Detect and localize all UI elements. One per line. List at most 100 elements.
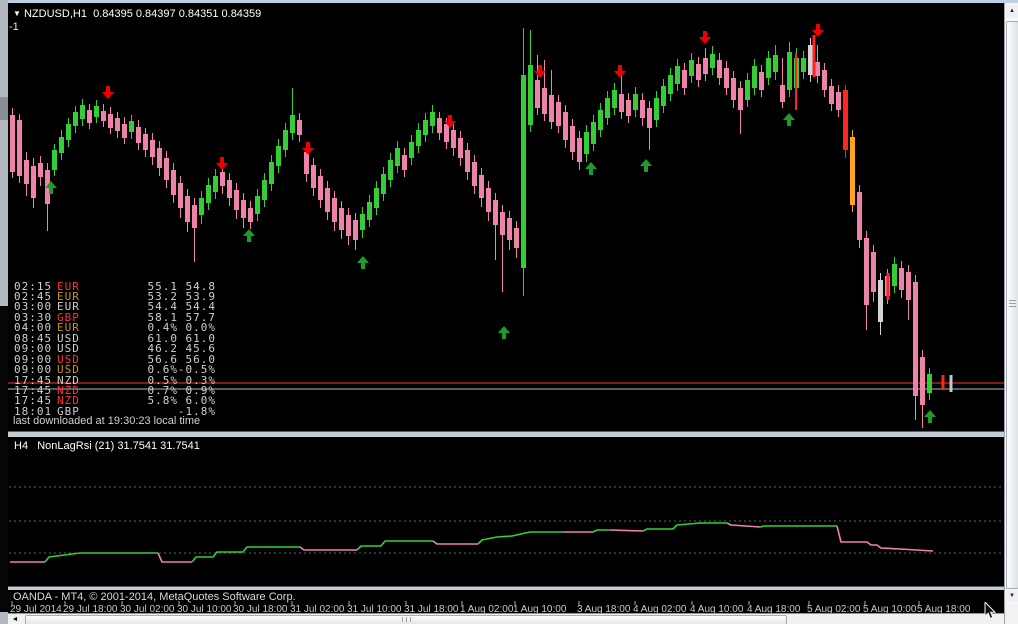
news-value: 45.6 bbox=[185, 342, 216, 356]
news-value: 0.7% bbox=[147, 384, 178, 397]
horizontal-scroll-thumb[interactable] bbox=[25, 615, 787, 624]
scroll-up-icon: ▲ bbox=[1009, 8, 1015, 14]
news-time: 17:45 bbox=[14, 384, 53, 397]
left-strip-corner bbox=[0, 612, 8, 624]
pane-divider[interactable] bbox=[8, 431, 1004, 432]
axis-date-label: 31 Jul 02:00 bbox=[290, 604, 345, 613]
scroll-down-icon: ▼ bbox=[1009, 593, 1015, 599]
axis-divider-band bbox=[8, 587, 1004, 590]
news-row: 02:15 EUR 55.1 54.8 bbox=[0, 279, 230, 293]
news-currency: EUR bbox=[57, 279, 80, 293]
scrollbar-corner bbox=[1005, 604, 1018, 624]
news-row: 09:00 USD 46.2 45.6 bbox=[0, 342, 230, 356]
mouse-cursor-icon bbox=[984, 602, 997, 620]
news-value: 61.0 bbox=[185, 331, 216, 345]
price-chart-area[interactable] bbox=[8, 3, 1004, 431]
news-row: 17:45 NZD 5.8% 6.0% bbox=[0, 394, 230, 408]
news-value: 6.0% bbox=[185, 394, 216, 408]
axis-date-label: 4 Aug 18:00 bbox=[747, 604, 801, 613]
news-time: 17:45 bbox=[14, 373, 53, 387]
news-value: 0.3% bbox=[185, 373, 216, 387]
grip-icon bbox=[1009, 303, 1016, 304]
dropdown-marker-icon[interactable]: ▼ bbox=[13, 9, 21, 18]
news-currency: NZD bbox=[57, 394, 80, 408]
news-time: 03:00 bbox=[14, 300, 53, 314]
news-currency: EUR bbox=[57, 300, 80, 314]
news-time: 18:01 bbox=[14, 404, 53, 418]
news-value: 46.2 bbox=[147, 342, 178, 356]
axis-date-label: 31 Jul 10:00 bbox=[347, 604, 402, 613]
news-time: 02:45 bbox=[14, 289, 53, 303]
news-currency: EUR bbox=[57, 289, 80, 303]
scroll-left-icon: ◄ bbox=[11, 616, 19, 623]
grip-icon bbox=[1009, 300, 1016, 301]
left-window-strip bbox=[0, 0, 8, 97]
news-value: 61.0 bbox=[147, 331, 178, 345]
news-time: 03:30 bbox=[14, 310, 53, 324]
news-currency: USD bbox=[57, 363, 80, 377]
news-row: 02:45 EUR 53.2 53.9 bbox=[0, 289, 230, 303]
news-value: 54.8 bbox=[185, 279, 216, 293]
scroll-left-button[interactable]: ◄ bbox=[8, 615, 22, 624]
news-value: -1.8% bbox=[177, 404, 216, 418]
left-strip-thumb bbox=[0, 97, 8, 120]
news-value: 5.8% bbox=[147, 394, 178, 408]
chart-title: ▼ NZDUSD,H1 0.84395 0.84397 0.84351 0.84… bbox=[13, 8, 261, 20]
left-window-strip bbox=[0, 120, 8, 306]
news-row: 17:45 NZD 0.7% 0.9% bbox=[0, 384, 230, 397]
news-time: 02:15 bbox=[14, 279, 53, 293]
grip-icon bbox=[410, 617, 411, 622]
news-currency: NZD bbox=[57, 384, 80, 397]
news-row: 18:01 GBP -1.8% bbox=[0, 404, 230, 418]
news-value: 0.0% bbox=[185, 321, 216, 335]
axis-date-label: 31 Jul 18:00 bbox=[404, 604, 459, 613]
axis-date-label: 4 Aug 10:00 bbox=[690, 604, 744, 613]
symbol-period-label: NZDUSD,H1 bbox=[23, 8, 87, 20]
news-currency: USD bbox=[57, 342, 80, 356]
pane-divider-handle[interactable] bbox=[8, 432, 1004, 437]
news-value: 55.1 bbox=[147, 279, 178, 293]
news-time: 04:00 bbox=[14, 321, 53, 335]
news-value: 56.0 bbox=[185, 352, 216, 366]
axis-date-label: 1 Aug 02:00 bbox=[460, 604, 514, 613]
ohlc-values: 0.84395 0.84397 0.84351 0.84359 bbox=[93, 8, 262, 20]
vertical-scroll-thumb[interactable] bbox=[1006, 21, 1018, 589]
indicator-pane-area[interactable] bbox=[8, 437, 1004, 586]
axis-date-label: 30 Jul 18:00 bbox=[233, 604, 288, 613]
news-value: 56.6 bbox=[147, 352, 178, 366]
news-value: 54.4 bbox=[147, 300, 178, 314]
left-strip-dark bbox=[0, 306, 8, 612]
scroll-up-button[interactable]: ▲ bbox=[1006, 5, 1018, 17]
news-time: 09:00 bbox=[14, 352, 53, 366]
news-currency: USD bbox=[57, 352, 80, 366]
axis-date-label: 5 Aug 02:00 bbox=[807, 604, 861, 613]
axis-date-label: 3 Aug 18:00 bbox=[577, 604, 631, 613]
scroll-down-button[interactable]: ▼ bbox=[1006, 590, 1018, 602]
axis-date-label: 29 Jul 2014 bbox=[10, 604, 62, 613]
news-row: 09:00 USD 56.6 56.0 bbox=[0, 352, 230, 366]
news-value: 53.2 bbox=[147, 289, 178, 303]
news-time: 08:45 bbox=[14, 331, 53, 345]
news-currency: USD bbox=[57, 331, 80, 345]
news-time: 09:00 bbox=[14, 342, 53, 356]
news-currency: GBP bbox=[57, 310, 80, 324]
vertical-scrollbar[interactable]: ▲ ▼ bbox=[1004, 3, 1018, 624]
news-row: 17:45 NZD 0.5% 0.3% bbox=[0, 373, 230, 387]
grip-icon bbox=[402, 617, 403, 622]
news-row: 09:00 USD 0.6% -0.5% bbox=[0, 363, 230, 377]
window-edge-strip bbox=[0, 0, 1018, 3]
axis-date-label: 5 Aug 18:00 bbox=[917, 604, 971, 613]
axis-divider bbox=[8, 586, 1004, 587]
news-currency: EUR bbox=[57, 321, 80, 335]
axis-date-label: 29 Jul 18:00 bbox=[63, 604, 118, 613]
news-currency: NZD bbox=[57, 373, 80, 387]
broker-copyright: OANDA - MT4, © 2001-2014, MetaQuotes Sof… bbox=[13, 591, 296, 603]
news-value: -0.5% bbox=[177, 363, 216, 377]
news-time: 17:45 bbox=[14, 394, 53, 408]
time-axis-area bbox=[8, 590, 1004, 613]
news-row: 04:00 EUR 0.4% 0.0% bbox=[0, 321, 230, 335]
axis-date-label: 5 Aug 10:00 bbox=[863, 604, 917, 613]
horizontal-scrollbar[interactable]: ◄ bbox=[8, 613, 1004, 624]
indicator-name-values: NonLagRsi (21) 31.7541 31.7541 bbox=[37, 440, 200, 452]
